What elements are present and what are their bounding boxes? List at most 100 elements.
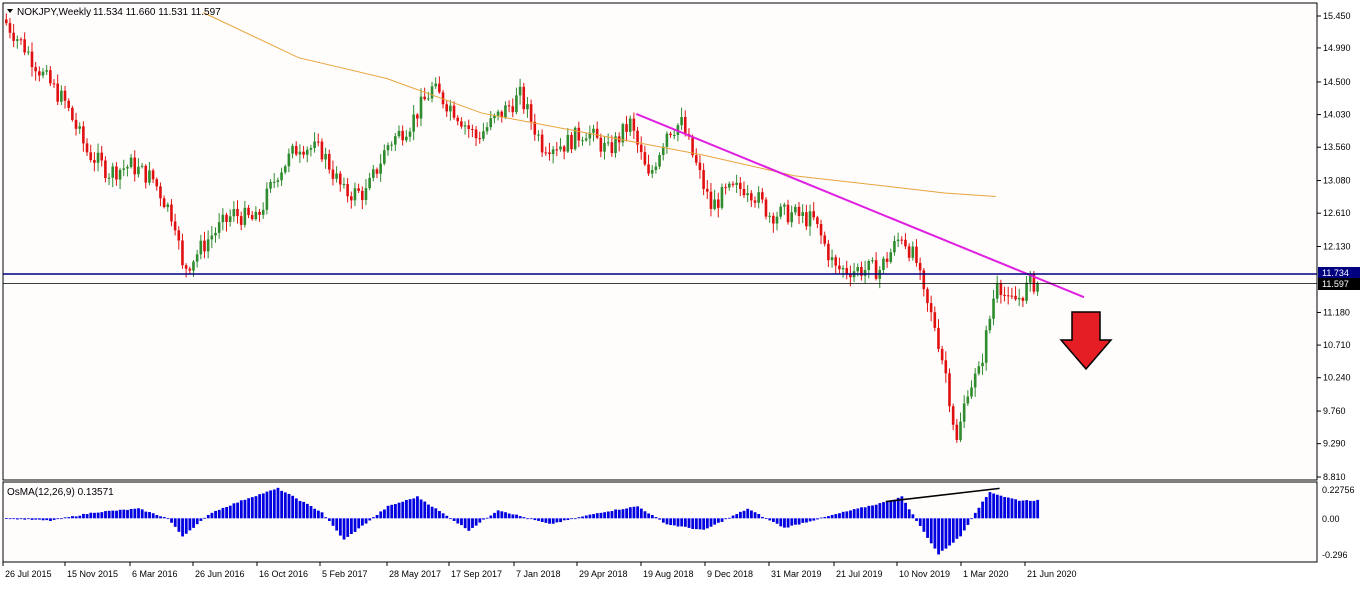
dropdown-triangle-icon[interactable]	[7, 9, 13, 13]
candle-body	[199, 240, 203, 255]
candle-body	[49, 70, 52, 84]
candle-body	[313, 141, 316, 149]
osma-bar	[860, 507, 863, 519]
osma-bar	[948, 518, 951, 546]
candle-body	[115, 166, 118, 180]
osma-bar	[838, 513, 841, 519]
candle-body	[621, 124, 625, 143]
candle-body	[173, 221, 177, 231]
candle-body	[904, 239, 907, 247]
osma-bar	[52, 518, 56, 520]
osma-bar	[8, 518, 12, 520]
osma-plot-area[interactable]	[2, 481, 1318, 563]
osma-bar	[60, 518, 63, 520]
candle-body	[283, 166, 287, 173]
candle-body	[750, 193, 753, 201]
current-price-label: 11.597	[1322, 279, 1349, 289]
osma-bar	[1021, 500, 1025, 519]
osma-bar	[49, 518, 52, 522]
candle-body	[926, 289, 929, 304]
candle-body	[533, 121, 537, 135]
candle-body	[309, 148, 313, 150]
osma-bar	[977, 507, 981, 519]
candle-body	[812, 211, 815, 218]
candle-body	[63, 90, 67, 101]
candle-body	[489, 118, 493, 128]
candle-body	[735, 182, 738, 185]
osma-bar	[599, 512, 603, 519]
osma-bar	[111, 510, 115, 519]
osma-bar	[984, 497, 988, 519]
candle-body	[493, 115, 496, 119]
divergence-line[interactable]	[885, 487, 1000, 503]
candle-body	[104, 160, 107, 178]
osma-bar	[830, 514, 834, 519]
candle-body	[162, 198, 166, 208]
candle-body	[827, 243, 830, 261]
candle-body	[261, 209, 265, 215]
osma-bar	[386, 505, 390, 519]
candle-body	[247, 207, 250, 216]
osma-bar	[885, 502, 889, 519]
candle-body	[504, 105, 507, 118]
osma-bar	[790, 518, 794, 526]
candle-body	[669, 133, 672, 136]
candle-body	[360, 190, 364, 201]
osma-bar	[900, 496, 904, 519]
osma-bar	[533, 518, 537, 521]
candle-body	[1014, 295, 1017, 300]
osma-bar	[368, 518, 372, 521]
x-tick-label: 31 Mar 2019	[771, 569, 822, 579]
candle-body	[166, 204, 170, 208]
y-tick-label: 13.080	[1323, 176, 1351, 186]
osma-bar	[874, 504, 878, 519]
y-tick-label: 14.990	[1323, 43, 1351, 53]
osma-bar	[96, 512, 100, 519]
candle-body	[349, 196, 353, 201]
y-tick-label: 14.500	[1323, 77, 1351, 87]
candle-body	[408, 131, 412, 137]
osma-bar	[639, 508, 643, 519]
candle-body	[232, 208, 236, 217]
osma-bar	[137, 508, 140, 519]
candle-body	[1021, 297, 1025, 301]
osma-bar	[636, 506, 640, 519]
candle-body	[526, 104, 529, 110]
candle-body	[838, 265, 841, 270]
candle-body	[518, 86, 522, 96]
osma-bar	[383, 509, 386, 519]
osma-bar	[232, 503, 236, 519]
candle-body	[401, 130, 404, 141]
osma-bar	[676, 518, 680, 527]
osma-bar	[364, 518, 368, 524]
candle-body	[522, 86, 526, 110]
descending-trendline[interactable]	[635, 112, 1085, 299]
candle-body	[375, 169, 379, 174]
x-tick-label: 16 Oct 2016	[259, 569, 308, 579]
candle-body	[74, 119, 78, 129]
osma-bar	[621, 509, 625, 519]
osma-bar	[687, 518, 691, 528]
main-plot-area[interactable]	[2, 2, 1318, 481]
x-tick-label: 7 Jan 2018	[516, 569, 561, 579]
osma-bar	[228, 505, 232, 519]
osma-bar	[78, 515, 82, 519]
candle-body	[445, 104, 448, 112]
osma-bar	[19, 518, 23, 520]
candle-body	[893, 241, 896, 253]
osma-bar	[845, 511, 849, 519]
candle-body	[959, 421, 962, 440]
osma-bar	[709, 518, 713, 527]
osma-bar	[452, 518, 456, 521]
osma-bar	[129, 508, 133, 519]
osma-bar	[999, 495, 1003, 519]
osma-bar	[324, 517, 328, 519]
osma-bar	[118, 509, 122, 519]
candle-body	[126, 167, 129, 169]
osma-bar	[250, 497, 254, 519]
osma-bar	[1028, 500, 1032, 519]
candle-body	[394, 136, 397, 145]
osma-bar	[537, 518, 540, 521]
y-tick-label: 9.760	[1323, 406, 1346, 416]
